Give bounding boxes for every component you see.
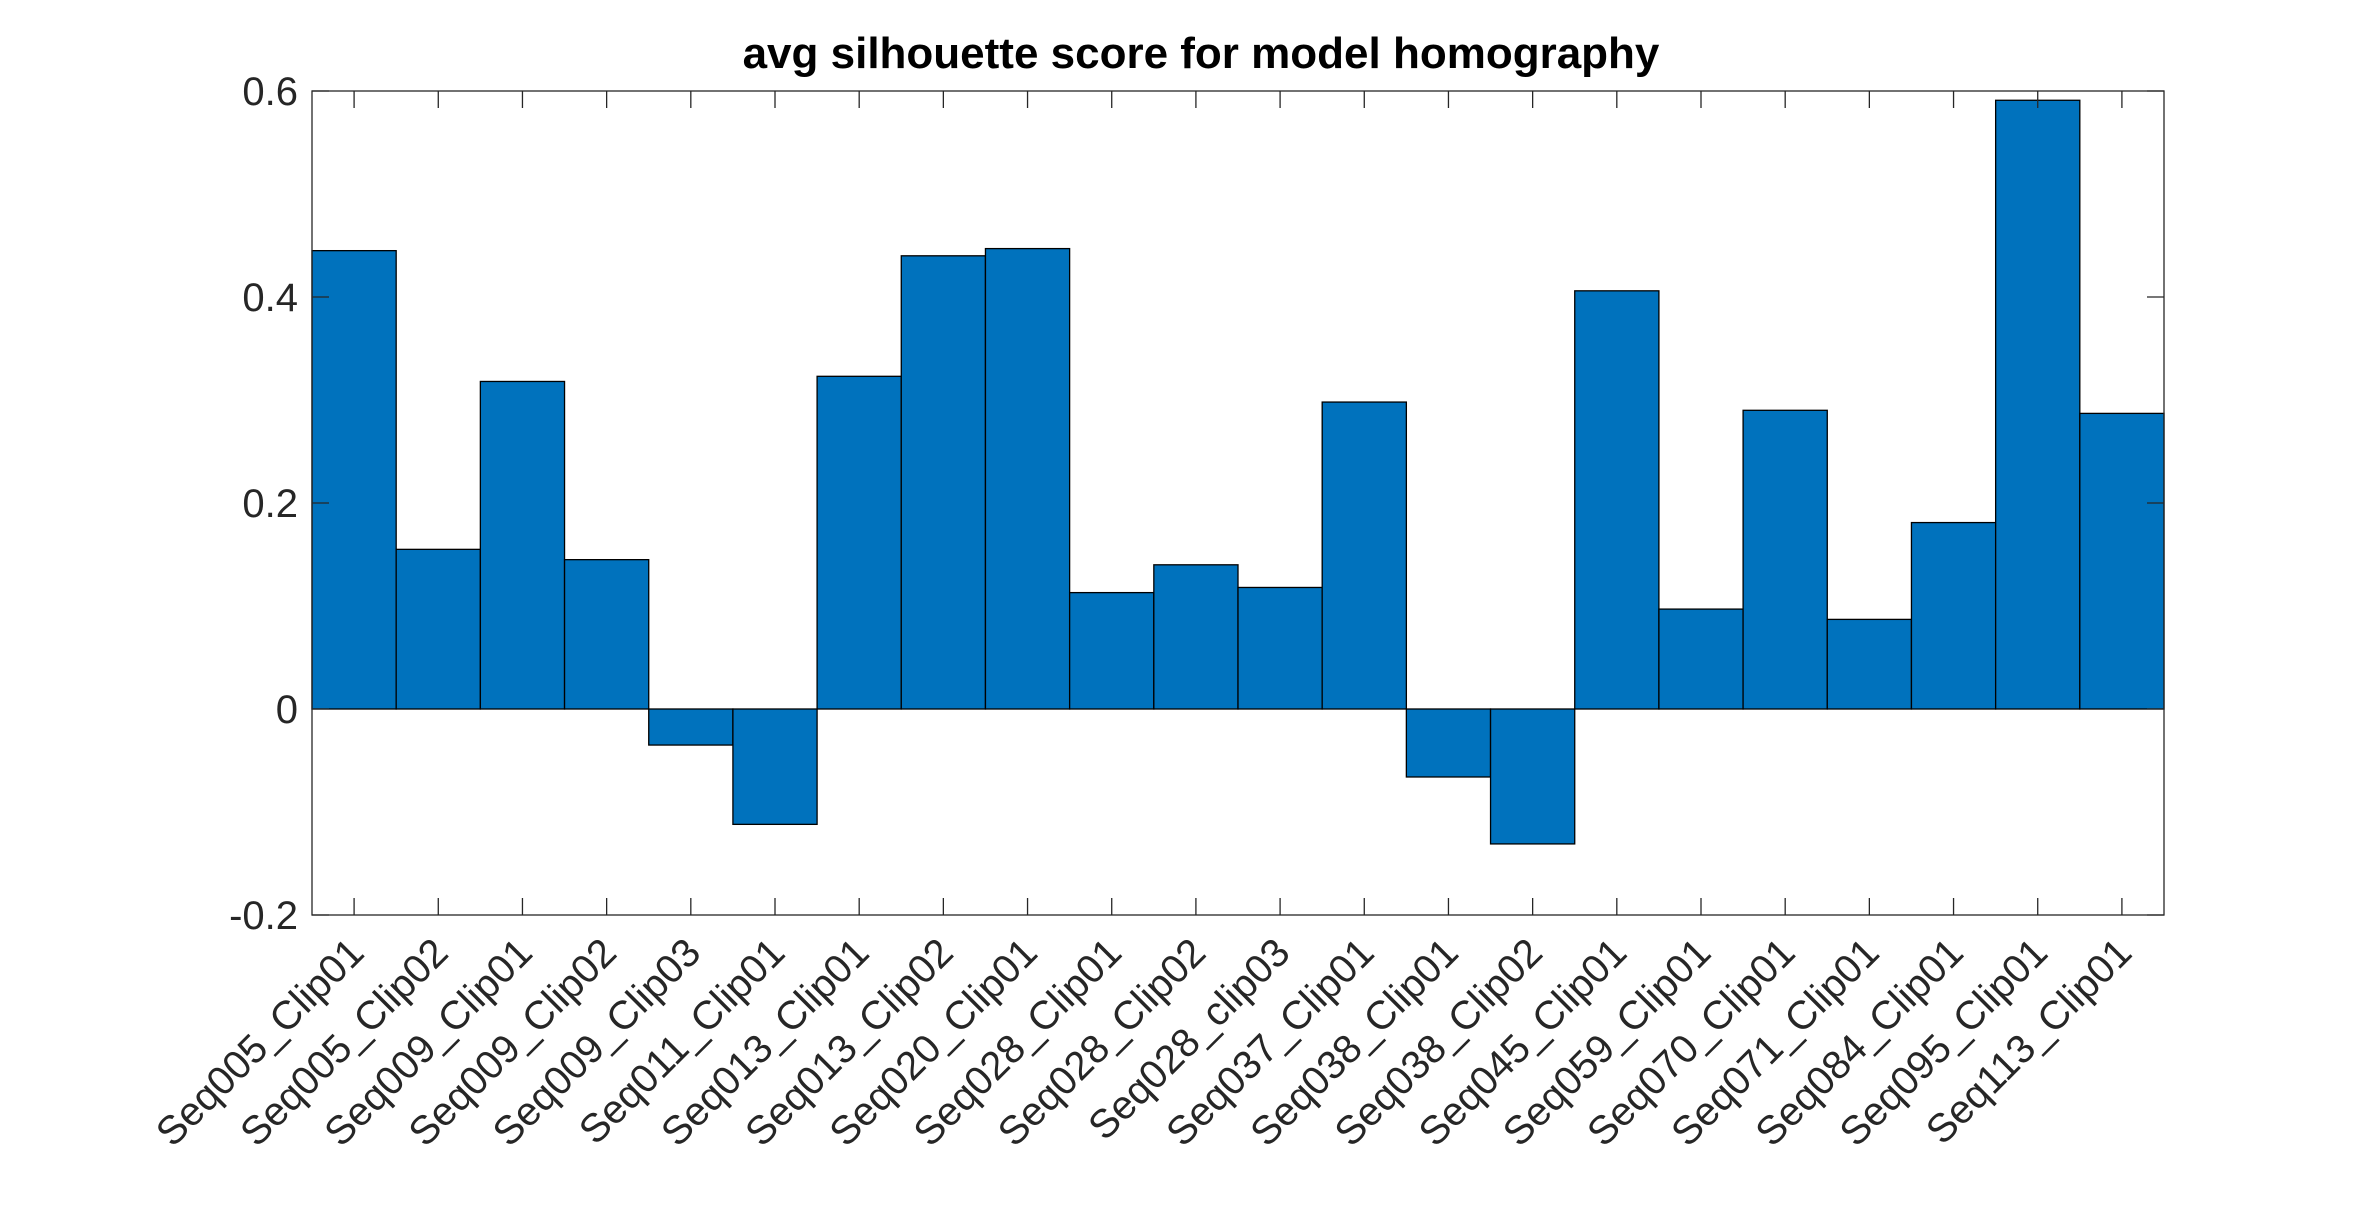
- axes-layer: [311, 90, 2165, 916]
- y-tick-label: 0: [276, 688, 298, 732]
- chart-title: avg silhouette score for model homograph…: [743, 29, 1660, 78]
- bar-seq084-clip01: [1910, 521, 1997, 710]
- y-tick-label: 0.6: [242, 70, 298, 114]
- bar-seq011-clip01: [732, 708, 818, 826]
- bar-seq005-clip01: [311, 249, 397, 710]
- y-tick-label: -0.2: [229, 894, 298, 938]
- bar-seq113-clip01: [2079, 412, 2165, 710]
- bar-seq005-clip02: [395, 548, 482, 710]
- bar-seq028-clip02: [1153, 564, 1239, 710]
- bar-seq095-clip01: [1994, 99, 2081, 710]
- bar-seq037-clip01: [1321, 401, 1408, 710]
- y-axis-ticks: -0.2 0 0.2 0.4 0.6: [229, 70, 2164, 938]
- bar-seq009-clip02: [563, 559, 650, 710]
- bar-seq071-clip01: [1826, 618, 1913, 710]
- y-tick-label: 0.4: [242, 276, 298, 320]
- bar-seq013-clip01: [816, 375, 902, 710]
- bar-seq028-clip03: [1237, 586, 1323, 710]
- plot-area-frame: [311, 90, 2165, 916]
- bar-seq009-clip01: [479, 380, 566, 710]
- bar-seq013-clip02: [900, 255, 987, 710]
- y-tick-label: 0.2: [242, 482, 298, 526]
- bars-layer: [311, 99, 2165, 845]
- bar-seq028-clip01: [1068, 591, 1155, 710]
- bar-seq038-clip02: [1489, 708, 1576, 845]
- bar-seq070-clip01: [1742, 409, 1828, 710]
- bar-seq020-clip01: [984, 247, 1071, 710]
- bar-seq045-clip01: [1574, 290, 1660, 710]
- bar-seq038-clip01: [1405, 708, 1492, 778]
- bar-seq059-clip01: [1658, 608, 1744, 710]
- bar-seq009-clip03: [648, 708, 734, 746]
